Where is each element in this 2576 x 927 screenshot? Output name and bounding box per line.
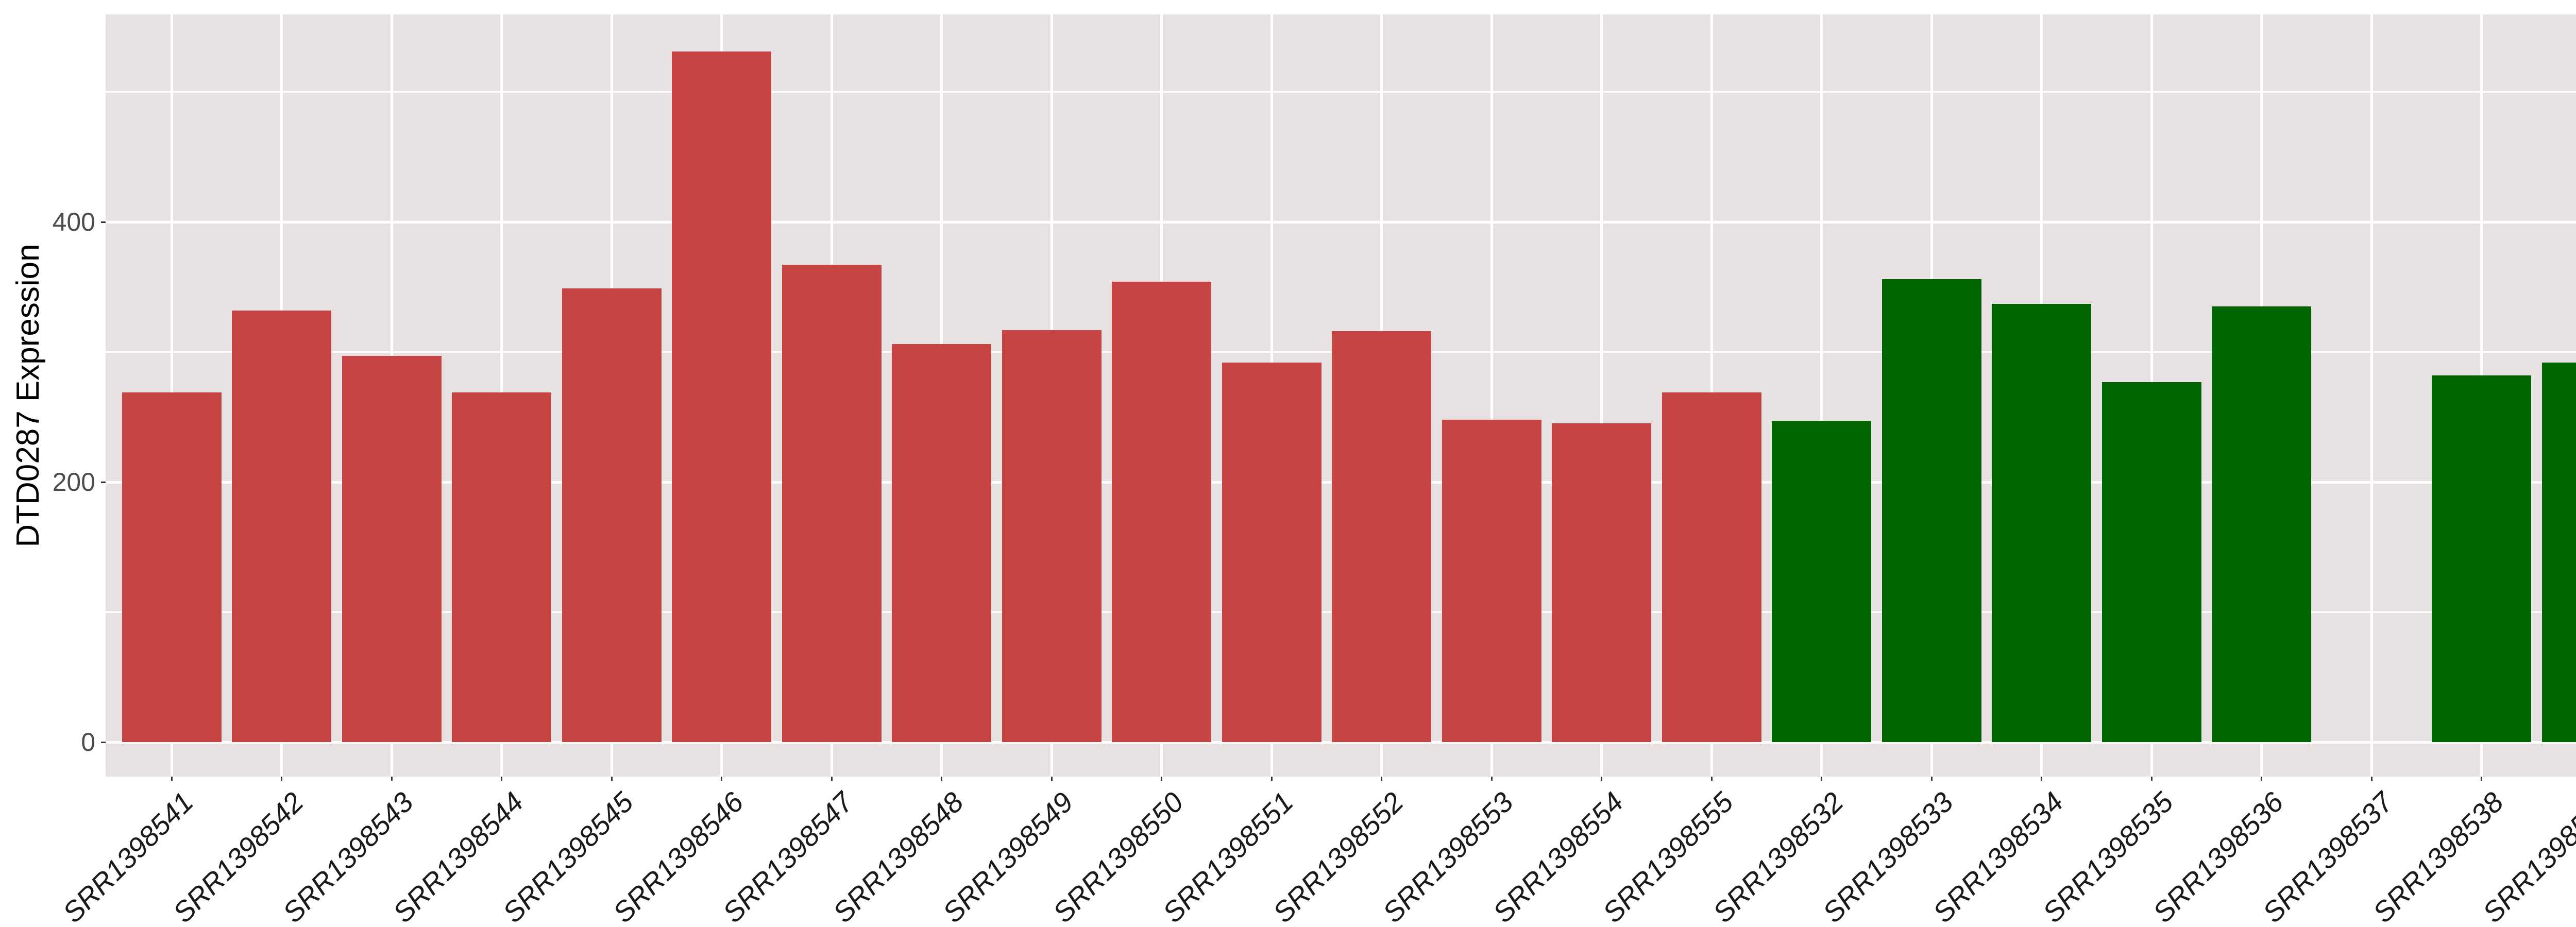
x-tick-mark-SRR1398551 xyxy=(1270,777,1273,781)
x-tick-mark-SRR1398537 xyxy=(2370,777,2372,781)
x-tick-mark-SRR1398532 xyxy=(1821,777,1822,781)
x-tick-mark-SRR1398552 xyxy=(1381,777,1382,781)
y-axis-title: DTD0287 Expression xyxy=(10,244,46,547)
gridline-major-x-SRR1398553 xyxy=(1490,14,1493,777)
x-tick-mark-SRR1398541 xyxy=(171,777,173,781)
x-tick-mark-SRR1398534 xyxy=(2041,777,2042,781)
bar-SRR1398547 xyxy=(782,265,882,742)
bar-SRR1398533 xyxy=(1882,279,1981,742)
y-tick-mark-200 xyxy=(101,481,106,483)
bar-SRR1398545 xyxy=(562,288,662,742)
bar-SRR1398552 xyxy=(1332,331,1431,742)
gridline-major-y-0 xyxy=(106,741,2576,744)
bar-SRR1398538 xyxy=(2432,375,2531,742)
bar-SRR1398554 xyxy=(1552,423,1651,742)
x-tick-mark-SRR1398535 xyxy=(2150,777,2153,781)
bar-SRR1398550 xyxy=(1112,282,1211,742)
x-tick-mark-SRR1398544 xyxy=(501,777,502,781)
x-tick-mark-SRR1398547 xyxy=(831,777,833,781)
x-tick-mark-SRR1398549 xyxy=(1050,777,1053,781)
x-tick-mark-SRR1398550 xyxy=(1161,777,1162,781)
y-tick-label-0: 0 xyxy=(81,728,95,757)
plot-panel xyxy=(106,14,2576,777)
gridline-major-y-400 xyxy=(106,220,2576,224)
bar-SRR1398549 xyxy=(1002,330,1101,742)
bar-SRR1398546 xyxy=(672,52,771,742)
x-tick-mark-SRR1398546 xyxy=(721,777,722,781)
bar-SRR1398551 xyxy=(1222,362,1321,742)
gridline-minor-y-500 xyxy=(106,91,2576,93)
y-tick-mark-0 xyxy=(101,741,106,743)
x-tick-mark-SRR1398555 xyxy=(1710,777,1713,781)
bar-SRR1398555 xyxy=(1662,392,1761,742)
gridline-major-x-SRR1398532 xyxy=(1820,14,1823,777)
bar-SRR1398543 xyxy=(342,356,442,742)
bar-SRR1398541 xyxy=(122,392,222,742)
x-tick-mark-SRR1398542 xyxy=(281,777,282,781)
bar-SRR1398544 xyxy=(452,392,551,742)
bar-SRR1398532 xyxy=(1772,421,1871,742)
x-tick-mark-SRR1398554 xyxy=(1601,777,1602,781)
y-tick-label-200: 200 xyxy=(52,468,95,496)
bar-SRR1398548 xyxy=(892,344,991,742)
gridline-major-x-SRR1398554 xyxy=(1600,14,1603,777)
y-tick-mark-400 xyxy=(101,221,106,223)
bar-SRR1398535 xyxy=(2102,382,2201,742)
x-tick-mark-SRR1398538 xyxy=(2481,777,2482,781)
x-tick-mark-SRR1398545 xyxy=(611,777,613,781)
x-tick-mark-SRR1398548 xyxy=(941,777,942,781)
bar-SRR1398534 xyxy=(1992,304,2091,742)
bar-SRR1398536 xyxy=(2212,306,2311,742)
bar-SRR1398553 xyxy=(1442,419,1541,742)
bar-SRR1398539 xyxy=(2541,362,2576,742)
gridline-major-x-SRR1398537 xyxy=(2370,14,2373,777)
x-tick-mark-SRR1398536 xyxy=(2261,777,2262,781)
x-tick-mark-SRR1398543 xyxy=(391,777,393,781)
y-tick-label-400: 400 xyxy=(52,208,95,236)
bar-SRR1398542 xyxy=(232,310,331,742)
x-tick-mark-SRR1398553 xyxy=(1490,777,1493,781)
x-tick-mark-SRR1398533 xyxy=(1930,777,1933,781)
